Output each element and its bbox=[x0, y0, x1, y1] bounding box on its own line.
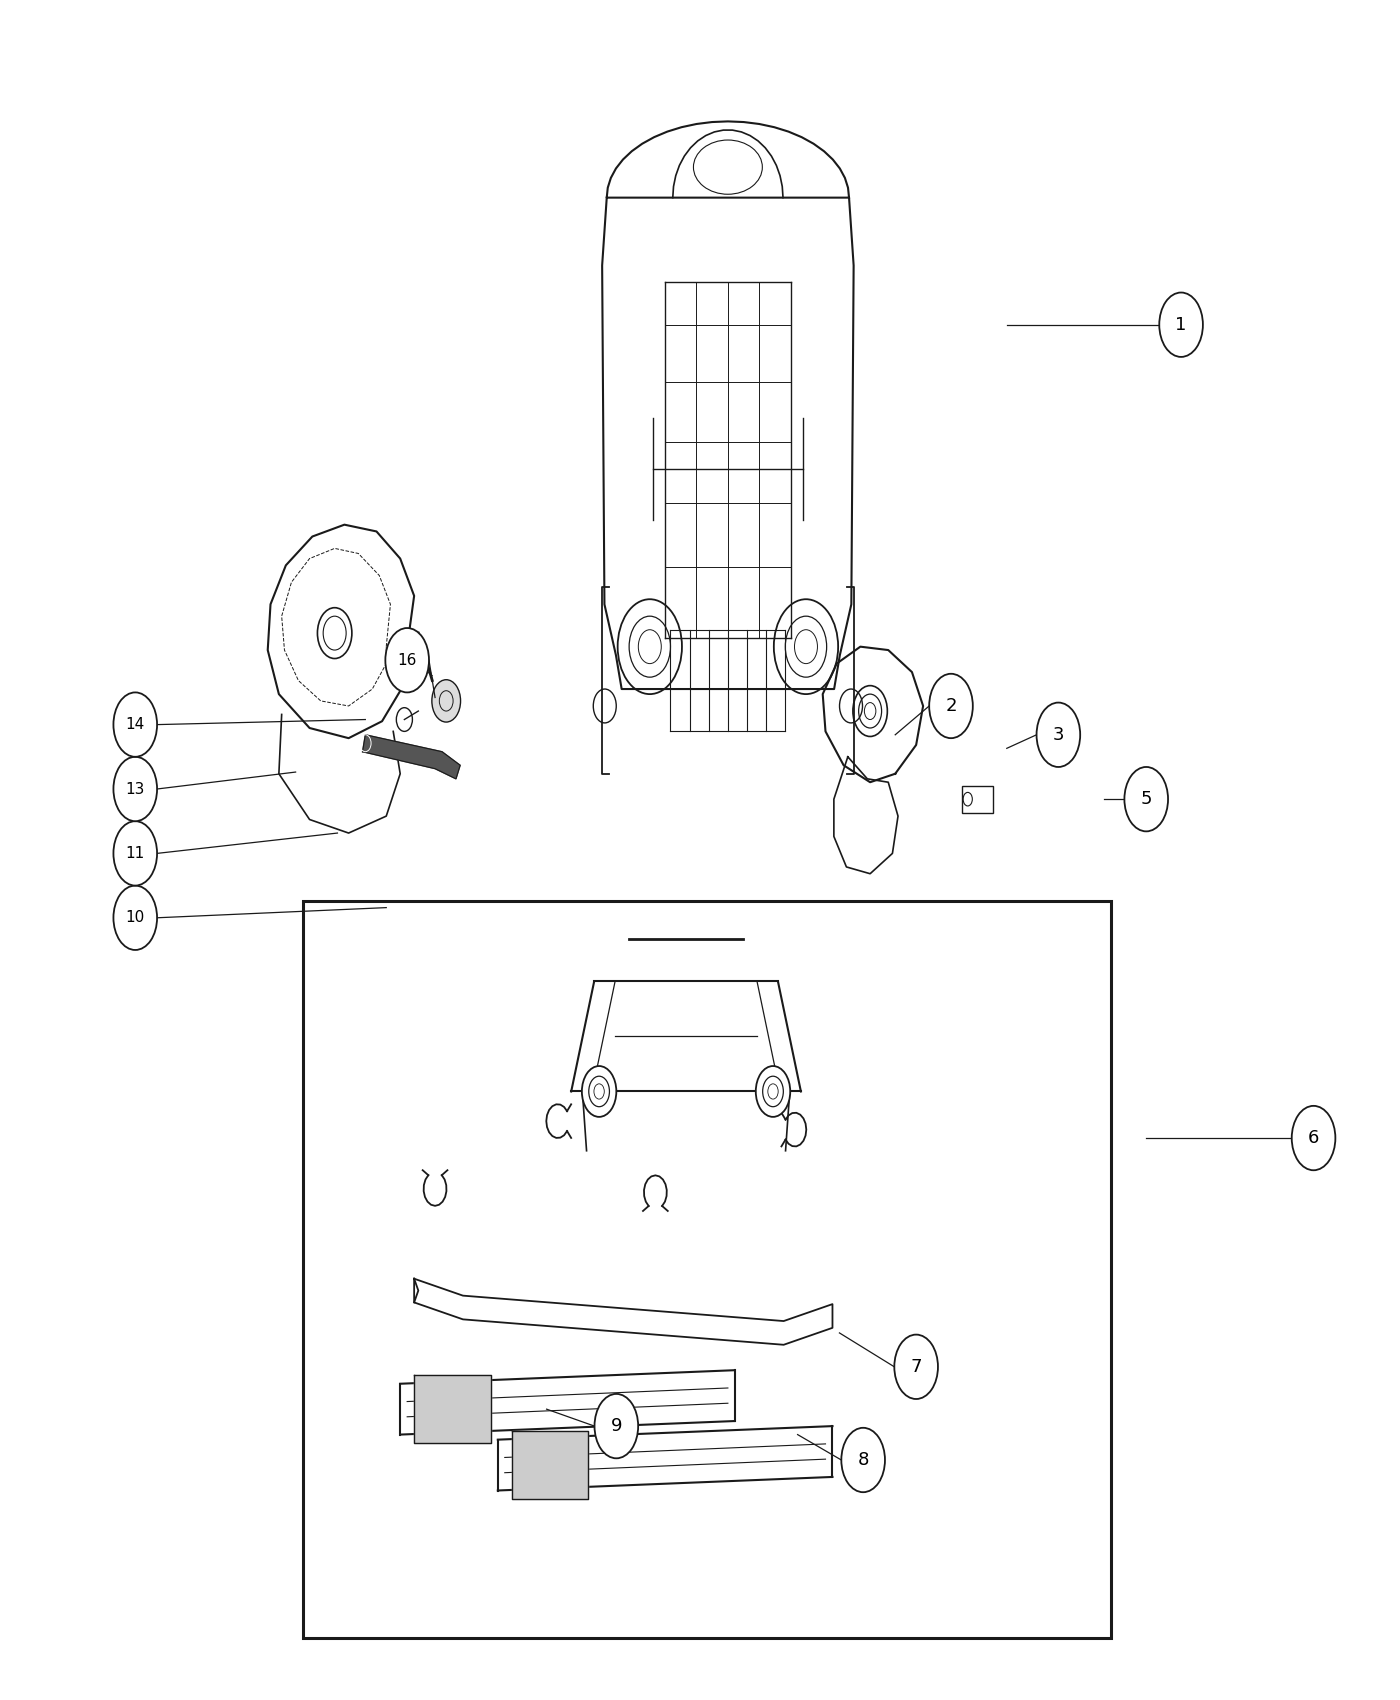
Ellipse shape bbox=[582, 1066, 616, 1117]
Ellipse shape bbox=[113, 886, 157, 950]
Ellipse shape bbox=[431, 680, 461, 722]
Text: 14: 14 bbox=[126, 717, 144, 733]
Text: 10: 10 bbox=[126, 910, 144, 925]
Text: 3: 3 bbox=[1053, 726, 1064, 745]
Text: 9: 9 bbox=[610, 1418, 622, 1435]
Polygon shape bbox=[834, 756, 897, 874]
Bar bbox=[962, 785, 993, 813]
Ellipse shape bbox=[841, 1428, 885, 1493]
Ellipse shape bbox=[113, 756, 157, 821]
Polygon shape bbox=[512, 1431, 588, 1499]
Text: 13: 13 bbox=[126, 782, 146, 797]
Ellipse shape bbox=[930, 673, 973, 738]
Text: 2: 2 bbox=[945, 697, 956, 716]
Polygon shape bbox=[363, 734, 461, 779]
Polygon shape bbox=[823, 646, 923, 782]
Text: 1: 1 bbox=[1176, 316, 1187, 333]
Text: 6: 6 bbox=[1308, 1129, 1319, 1148]
Ellipse shape bbox=[385, 627, 428, 692]
Polygon shape bbox=[267, 525, 414, 738]
Ellipse shape bbox=[113, 692, 157, 756]
Bar bbox=[302, 901, 1112, 1637]
Polygon shape bbox=[279, 714, 400, 833]
Polygon shape bbox=[414, 1375, 491, 1443]
Ellipse shape bbox=[756, 1066, 790, 1117]
Ellipse shape bbox=[1124, 767, 1168, 831]
Text: 5: 5 bbox=[1141, 790, 1152, 807]
Ellipse shape bbox=[1036, 702, 1081, 767]
Ellipse shape bbox=[1159, 292, 1203, 357]
Text: 8: 8 bbox=[857, 1452, 869, 1469]
Text: 16: 16 bbox=[398, 653, 417, 668]
Polygon shape bbox=[602, 121, 854, 688]
Ellipse shape bbox=[895, 1334, 938, 1399]
Text: 11: 11 bbox=[126, 847, 144, 860]
Ellipse shape bbox=[113, 821, 157, 886]
Ellipse shape bbox=[595, 1394, 638, 1459]
Polygon shape bbox=[414, 1278, 833, 1345]
Ellipse shape bbox=[1292, 1107, 1336, 1170]
Text: 7: 7 bbox=[910, 1358, 921, 1375]
